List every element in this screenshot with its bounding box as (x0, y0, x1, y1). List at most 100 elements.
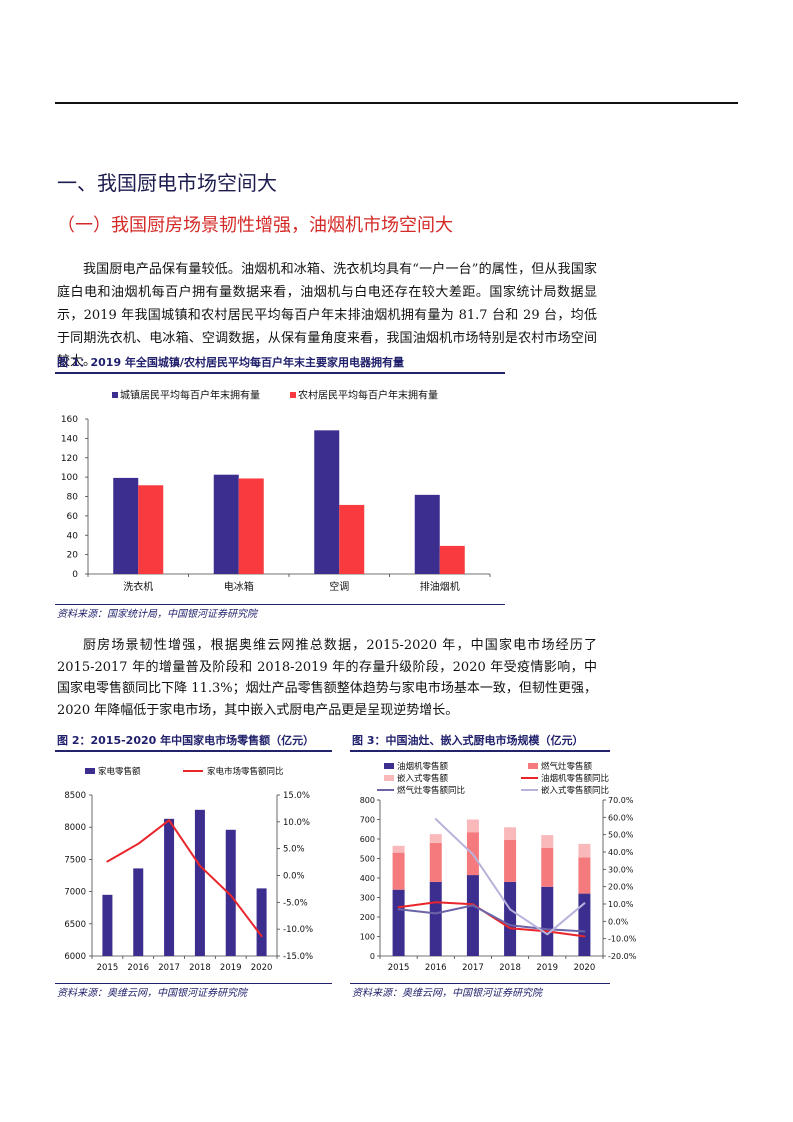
figure-3-source-rule (350, 983, 610, 984)
paragraph-2: 厨房场景韧性增强，根据奥维云网推总数据，2015-2020 年，中国家电市场经历… (57, 638, 597, 718)
y-tick-label-right: -10.0% (283, 925, 313, 935)
y-tick-label-right: -5.0% (283, 898, 308, 908)
series-line-5 (434, 818, 586, 936)
y-tick-label-right: 50.0% (608, 831, 634, 840)
bar-series-2-category-1 (429, 834, 442, 843)
legend-label-2: 嵌入式零售额 (397, 773, 449, 784)
y-tick-label-left: 700 (360, 816, 375, 825)
bar-series-0-category-2 (164, 818, 175, 956)
y-tick-label-left: 8000 (64, 823, 86, 833)
legend-label-1: 燃气灶零售额 (541, 761, 593, 772)
bar-series-0-category-3 (504, 881, 517, 956)
bar-series-1-category-0 (392, 852, 405, 890)
x-tick-label: 2020 (251, 963, 273, 973)
y-tick-label-right: 0.0% (608, 917, 629, 926)
y-tick-label-left: 100 (61, 473, 78, 483)
x-tick-label: 2018 (189, 963, 211, 973)
figure-2-title-rule (55, 750, 332, 752)
chart-2-plot: 6000 6500 7000 7500 8000 8500 -15.0% -10.0% -5.0… (64, 766, 313, 973)
legend-swatch-2 (384, 775, 394, 781)
legend-swatch-0 (384, 763, 394, 769)
legend-swatch-1 (290, 392, 296, 398)
legend-swatch-0 (85, 768, 95, 774)
header-rule (55, 102, 738, 104)
x-tick-label: 洗衣机 (123, 580, 153, 593)
bar-series-0-category-1 (429, 881, 442, 956)
x-tick-label: 2015 (97, 963, 119, 973)
figure-1-source-rule (55, 604, 505, 605)
y-tick-label-right: 15.0% (283, 791, 310, 801)
bar-series-1-category-5 (578, 857, 591, 894)
y-tick-label-left: 120 (61, 454, 78, 464)
chart-3: 0 100 200 300 400 500 600 700 800 -20.0% -10.0% 0.0… (350, 756, 640, 981)
y-tick-label-right: 10.0% (608, 900, 634, 909)
figure-2-source-rule (55, 983, 332, 984)
bar-series-0-category-2 (466, 875, 479, 956)
legend-label-1: 农村居民平均每百户年末拥有量 (298, 389, 438, 402)
x-tick-label: 2017 (158, 963, 180, 973)
y-tick-label-right: 40.0% (608, 848, 634, 857)
x-tick-label: 2018 (499, 963, 521, 973)
subsection-title: （一）我国厨房场景韧性增强，油烟机市场空间大 (57, 215, 453, 236)
figure-2-title: 图 2：2015-2020 年中国家电市场零售额（亿元） (57, 734, 315, 747)
y-tick-label-right: 60.0% (608, 813, 634, 822)
bar-series-0-category-1 (133, 868, 144, 956)
legend-label-5: 嵌入式零售额同比 (541, 785, 609, 796)
bar-series-2-category-5 (578, 843, 591, 858)
y-tick-label-left: 80 (67, 493, 79, 503)
x-tick-label: 排油烟机 (420, 580, 460, 593)
figure-3-source: 资料来源：奥维云网，中国银河证券研究院 (352, 988, 542, 999)
figure-1-source: 资料来源：国家统计局，中国银河证券研究院 (57, 609, 257, 620)
figure-3-title-rule (350, 750, 610, 752)
x-tick-label: 2019 (220, 963, 242, 973)
y-tick-label-left: 6000 (64, 952, 86, 962)
bar-series-0-category-3 (194, 809, 205, 956)
bar-series-0-category-4 (541, 886, 554, 956)
figure-2-source: 资料来源：奥维云网，中国银河证券研究院 (57, 988, 247, 999)
y-tick-label-left: 0 (72, 570, 78, 580)
bar-series-1-category-0 (138, 485, 164, 574)
y-tick-label-left: 400 (360, 874, 375, 883)
x-tick-label: 2019 (536, 963, 558, 973)
y-tick-label-left: 8500 (64, 791, 86, 801)
x-tick-label: 电冰箱 (224, 580, 254, 593)
y-tick-label-right: 20.0% (608, 883, 634, 892)
bar-series-0-category-5 (256, 888, 267, 956)
legend-label-0: 家电零售额 (98, 766, 141, 777)
bar-series-2-category-4 (541, 835, 554, 848)
bar-series-2-category-3 (504, 827, 517, 840)
y-tick-label-right: 30.0% (608, 865, 634, 874)
bar-series-1-category-3 (504, 839, 517, 882)
x-tick-label: 空调 (329, 580, 349, 593)
y-tick-label-right: -15.0% (283, 952, 313, 962)
y-tick-label-left: 100 (360, 933, 375, 942)
bar-series-0-category-5 (578, 893, 591, 956)
y-tick-label-left: 6500 (64, 920, 86, 930)
chart-3-plot: 0 100 200 300 400 500 600 700 800 -20.0% -10.0% 0.0… (360, 761, 637, 973)
y-tick-label-right: 0.0% (283, 872, 305, 882)
y-tick-label-right: -20.0% (608, 952, 637, 961)
bar-series-0-category-0 (113, 477, 139, 574)
y-tick-label-right: -10.0% (608, 935, 637, 944)
bar-series-1-category-1 (238, 478, 264, 574)
x-tick-label: 2015 (388, 963, 410, 973)
y-tick-label-left: 300 (360, 894, 375, 903)
chart-2: 6000 6500 7000 7500 8000 8500 -15.0% -10.0% -5.0… (55, 756, 332, 981)
y-tick-label-left: 20 (67, 551, 79, 561)
bar-series-2-category-0 (392, 845, 405, 853)
y-tick-label-left: 140 (61, 434, 78, 444)
x-tick-label: 2016 (425, 963, 447, 973)
figure-3-title: 图 3：中国油灶、嵌入式厨电市场规模（亿元） (352, 734, 584, 747)
y-tick-label-left: 600 (360, 835, 375, 844)
y-tick-label-left: 60 (67, 512, 79, 522)
x-tick-label: 2020 (574, 963, 596, 973)
bar-series-0-category-4 (225, 829, 236, 956)
bar-series-0-category-0 (392, 889, 405, 956)
y-tick-label-right: 5.0% (283, 845, 305, 855)
bar-series-1-category-2 (339, 504, 365, 574)
y-tick-label-left: 7000 (64, 888, 86, 898)
figure-1-title-rule (55, 372, 505, 374)
bar-series-2-category-2 (466, 819, 479, 833)
paragraph-1: 我国厨电产品保有量较低。油烟机和冰箱、洗衣机均具有“一户一台”的属性，但从我国家… (57, 262, 597, 369)
y-tick-label-left: 800 (360, 796, 375, 805)
